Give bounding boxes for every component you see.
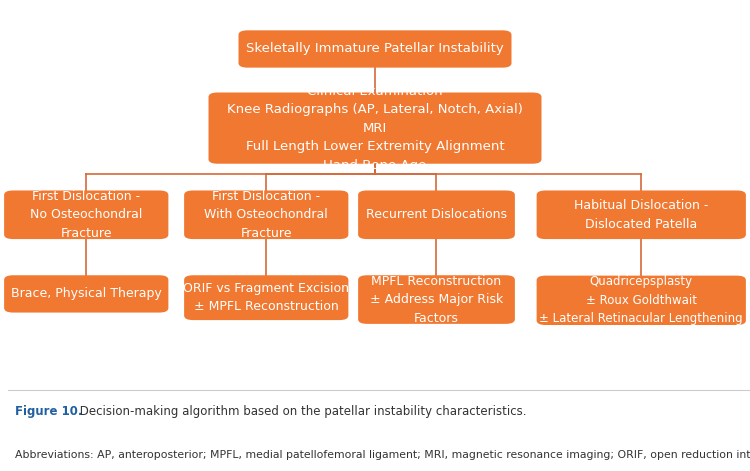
- Text: MPFL Reconstruction
± Address Major Risk
Factors: MPFL Reconstruction ± Address Major Risk…: [370, 275, 503, 325]
- Text: Decision-making algorithm based on the patellar instability characteristics.: Decision-making algorithm based on the p…: [76, 405, 526, 418]
- FancyBboxPatch shape: [238, 30, 512, 68]
- Text: Recurrent Dislocations: Recurrent Dislocations: [366, 208, 507, 221]
- FancyBboxPatch shape: [4, 275, 168, 313]
- Text: First Dislocation -
No Osteochondral
Fracture: First Dislocation - No Osteochondral Fra…: [30, 190, 142, 240]
- Text: First Dislocation -
With Osteochondral
Fracture: First Dislocation - With Osteochondral F…: [204, 190, 328, 240]
- FancyBboxPatch shape: [4, 190, 168, 239]
- FancyBboxPatch shape: [358, 275, 514, 324]
- FancyBboxPatch shape: [184, 275, 348, 320]
- FancyBboxPatch shape: [537, 276, 746, 325]
- Text: Clinical Examination
Knee Radiographs (AP, Lateral, Notch, Axial)
MRI
Full Lengt: Clinical Examination Knee Radiographs (A…: [227, 85, 523, 171]
- Text: Brace, Physical Therapy: Brace, Physical Therapy: [10, 287, 162, 300]
- Text: ORIF vs Fragment Excision
± MPFL Reconstruction: ORIF vs Fragment Excision ± MPFL Reconst…: [183, 282, 350, 313]
- FancyBboxPatch shape: [209, 92, 542, 164]
- Text: Abbreviations: AP, anteroposterior; MPFL, medial patellofemoral ligament; MRI, m: Abbreviations: AP, anteroposterior; MPFL…: [15, 450, 750, 460]
- Text: Figure 10.: Figure 10.: [15, 405, 82, 418]
- FancyBboxPatch shape: [184, 190, 348, 239]
- Text: Habitual Dislocation -
Dislocated Patella: Habitual Dislocation - Dislocated Patell…: [574, 199, 709, 230]
- Text: Quadricepsplasty
± Roux Goldthwait
± Lateral Retinacular Lengthening: Quadricepsplasty ± Roux Goldthwait ± Lat…: [539, 276, 743, 325]
- Text: Skeletally Immature Patellar Instability: Skeletally Immature Patellar Instability: [246, 42, 504, 56]
- FancyBboxPatch shape: [358, 190, 514, 239]
- FancyBboxPatch shape: [537, 190, 746, 239]
